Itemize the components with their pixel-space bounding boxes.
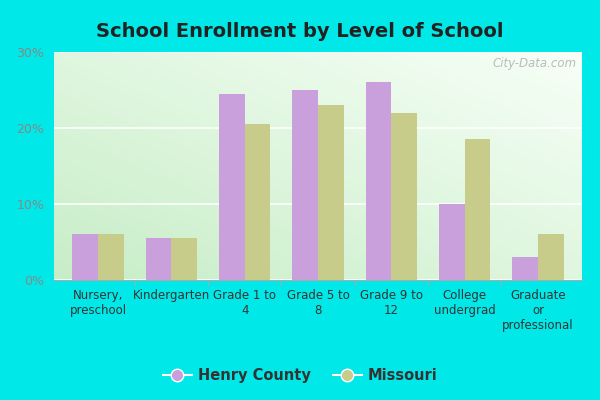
Bar [439,204,464,280]
Bar [172,238,197,280]
Bar [512,257,538,280]
Bar [391,113,417,280]
Text: School Enrollment by Level of School: School Enrollment by Level of School [96,22,504,41]
Bar [146,238,172,280]
Legend: Henry County, Missouri: Henry County, Missouri [157,362,443,389]
Text: City-Data.com: City-Data.com [493,56,577,70]
Bar [538,234,563,280]
Bar [73,234,98,280]
Bar [318,105,344,280]
Bar [292,90,318,280]
Bar [245,124,271,280]
Bar [98,234,124,280]
Bar [365,82,391,280]
Bar [464,140,490,280]
Bar [219,94,245,280]
